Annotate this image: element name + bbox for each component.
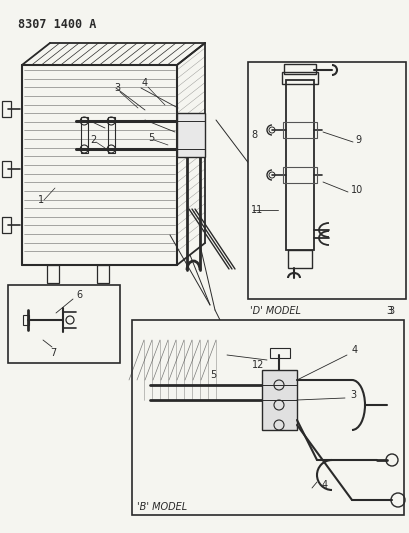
Text: 11: 11 bbox=[250, 205, 263, 215]
Text: 3: 3 bbox=[385, 306, 391, 316]
Text: 4: 4 bbox=[321, 480, 327, 490]
Text: 3: 3 bbox=[349, 390, 355, 400]
Text: 5: 5 bbox=[209, 370, 216, 380]
Text: 7: 7 bbox=[50, 348, 56, 358]
Bar bbox=[81, 117, 88, 153]
Text: 8: 8 bbox=[250, 130, 256, 140]
Bar bbox=[108, 117, 115, 153]
Text: 5: 5 bbox=[148, 133, 154, 143]
Bar bbox=[177, 113, 204, 157]
Text: 4: 4 bbox=[142, 78, 148, 88]
Bar bbox=[281, 72, 317, 84]
Bar bbox=[23, 315, 29, 325]
Text: 10: 10 bbox=[350, 185, 362, 195]
Bar bbox=[285, 80, 313, 250]
Bar bbox=[8, 285, 120, 363]
Bar bbox=[282, 122, 316, 138]
Text: 8307 1400 A: 8307 1400 A bbox=[18, 18, 96, 31]
Bar bbox=[97, 265, 109, 283]
Text: 'D' MODEL: 'D' MODEL bbox=[249, 306, 300, 316]
Text: 3: 3 bbox=[114, 83, 120, 93]
Bar bbox=[287, 250, 311, 268]
Bar bbox=[47, 265, 59, 283]
Bar bbox=[282, 167, 316, 183]
Bar bbox=[270, 348, 289, 358]
Text: 12: 12 bbox=[252, 360, 264, 370]
Text: 3: 3 bbox=[387, 306, 393, 316]
Bar bbox=[132, 320, 403, 515]
Text: 9: 9 bbox=[354, 135, 360, 145]
Text: 'B' MODEL: 'B' MODEL bbox=[137, 502, 187, 512]
Text: 6: 6 bbox=[76, 290, 82, 300]
Bar bbox=[283, 64, 315, 74]
Text: 4: 4 bbox=[351, 345, 357, 355]
Bar bbox=[2, 161, 11, 177]
Bar bbox=[261, 370, 296, 430]
Bar bbox=[2, 217, 11, 233]
Bar bbox=[247, 62, 405, 299]
Text: 1: 1 bbox=[38, 195, 44, 205]
Bar bbox=[2, 101, 11, 117]
Text: 2: 2 bbox=[90, 135, 96, 145]
